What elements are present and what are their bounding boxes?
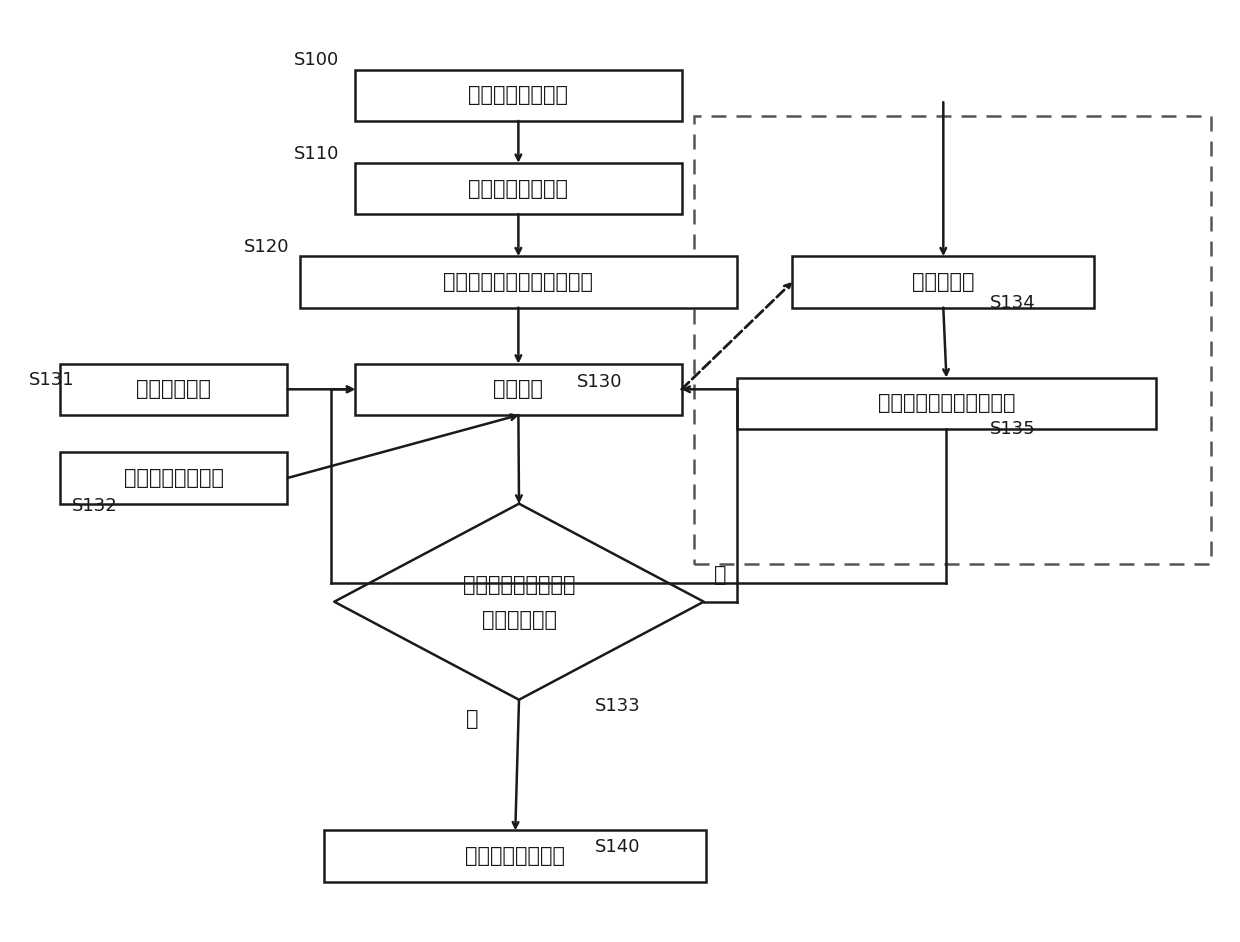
- Polygon shape: [335, 504, 704, 700]
- FancyBboxPatch shape: [792, 256, 1094, 308]
- Text: S134: S134: [990, 294, 1035, 312]
- Text: 参数值获取: 参数值获取: [913, 272, 975, 292]
- Text: 输出平滑处理结果: 输出平滑处理结果: [465, 846, 565, 866]
- Text: 否: 否: [713, 565, 727, 585]
- Text: 定义平滑处理参数: 定义平滑处理参数: [469, 85, 568, 106]
- Text: S120: S120: [244, 238, 290, 256]
- Text: S132: S132: [72, 497, 118, 515]
- Text: S133: S133: [595, 697, 641, 715]
- Text: 确定处理周期总数: 确定处理周期总数: [124, 468, 223, 488]
- Text: S130: S130: [577, 373, 622, 391]
- Text: 判断当前处理周期数: 判断当前处理周期数: [463, 575, 575, 595]
- Text: S140: S140: [595, 838, 641, 856]
- Text: S100: S100: [294, 51, 339, 69]
- Text: 是否达到总数: 是否达到总数: [481, 610, 557, 630]
- Text: 获取平滑处理参数的初始值: 获取平滑处理参数的初始值: [444, 272, 594, 292]
- Text: S131: S131: [29, 371, 74, 389]
- FancyBboxPatch shape: [300, 256, 737, 308]
- FancyBboxPatch shape: [60, 364, 288, 415]
- FancyBboxPatch shape: [60, 452, 288, 504]
- Text: 判断运动状态: 判断运动状态: [136, 380, 211, 399]
- FancyBboxPatch shape: [355, 163, 682, 214]
- FancyBboxPatch shape: [737, 378, 1156, 429]
- Text: 是: 是: [466, 709, 479, 729]
- Text: S110: S110: [294, 144, 339, 163]
- FancyBboxPatch shape: [325, 831, 707, 882]
- Text: 平滑处理: 平滑处理: [494, 380, 543, 399]
- Text: S135: S135: [990, 420, 1035, 438]
- Text: 构造平滑伪距方程: 构造平滑伪距方程: [469, 179, 568, 199]
- FancyBboxPatch shape: [355, 70, 682, 121]
- FancyBboxPatch shape: [355, 364, 682, 415]
- Text: 当前处理周期的平滑处理: 当前处理周期的平滑处理: [878, 394, 1016, 414]
